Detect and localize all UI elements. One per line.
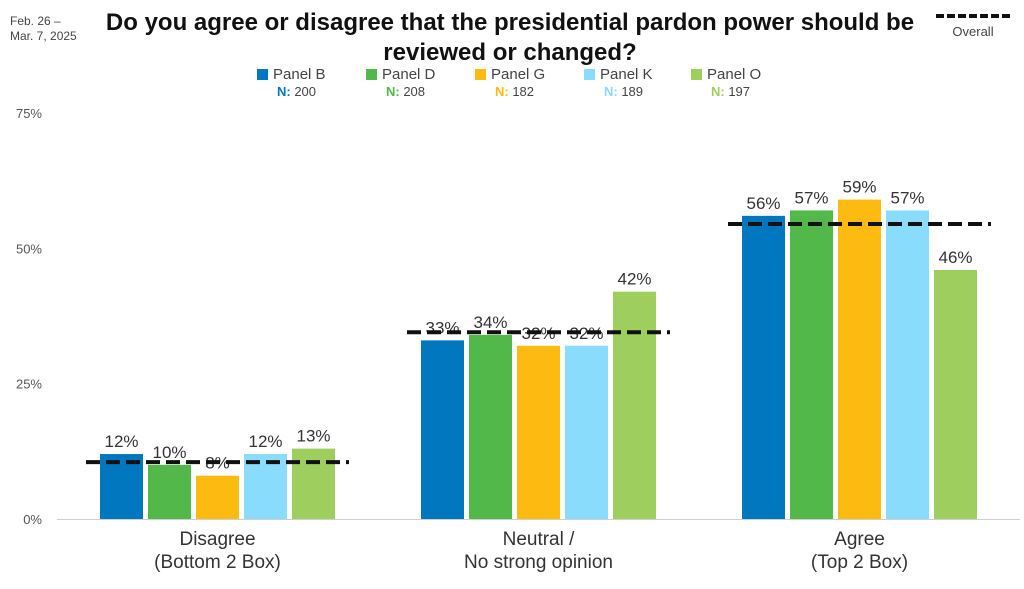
legend-sample-size: N: 208 xyxy=(386,84,425,99)
bar xyxy=(196,475,239,519)
legend-swatch xyxy=(366,69,377,80)
data-label: 12% xyxy=(248,432,282,451)
chart-title: Do you agree or disagree that the presid… xyxy=(105,9,915,66)
legend-n-label: N: xyxy=(604,84,618,99)
y-tick-label: 25% xyxy=(16,377,42,392)
category-label: Agree (Top 2 Box) xyxy=(810,529,909,573)
category-label: Disagree (Bottom 2 Box) xyxy=(154,529,281,573)
data-label: 57% xyxy=(890,188,924,207)
legend-n-label: N: xyxy=(711,84,725,99)
legend-n-value: 200 xyxy=(290,84,317,99)
data-label: 56% xyxy=(746,194,780,213)
legend-n-value: 208 xyxy=(399,84,426,99)
data-label: 32% xyxy=(569,324,603,343)
data-label: 13% xyxy=(296,427,330,446)
legend-n-label: N: xyxy=(495,84,509,99)
bar xyxy=(790,210,833,519)
bar xyxy=(244,454,287,519)
legend-sample-size: N: 200 xyxy=(277,84,316,99)
bar xyxy=(742,215,785,519)
bar xyxy=(100,454,143,519)
legend-series-name: Panel K xyxy=(600,66,653,83)
legend-series-name: Panel G xyxy=(491,66,546,83)
data-label: 34% xyxy=(473,313,507,332)
bar xyxy=(886,210,929,519)
legend-n-value: 197 xyxy=(724,84,751,99)
overall-legend: Overall xyxy=(928,8,1018,39)
bar xyxy=(469,334,512,519)
legend-series-name: Panel B xyxy=(273,66,326,83)
legend-sample-size: N: 197 xyxy=(711,84,750,99)
bar xyxy=(148,464,191,519)
legend-sample-size: N: 189 xyxy=(604,84,643,99)
bar xyxy=(934,269,977,519)
y-tick-label: 75% xyxy=(16,106,42,121)
legend-n-value: 182 xyxy=(508,84,535,99)
y-tick-label: 50% xyxy=(16,241,42,256)
category-label: Neutral / No strong opinion xyxy=(464,529,613,573)
bar xyxy=(565,345,608,519)
data-label: 12% xyxy=(104,432,138,451)
legend-swatch xyxy=(475,69,486,80)
overall-dash-swatch xyxy=(936,14,1010,18)
y-tick-label: 0% xyxy=(23,512,42,527)
bar xyxy=(292,448,335,519)
data-label: 57% xyxy=(794,188,828,207)
bar xyxy=(421,340,464,519)
date-range: Feb. 26 – Mar. 7, 2025 xyxy=(10,14,77,43)
legend-swatch xyxy=(691,69,702,80)
data-label: 10% xyxy=(152,443,186,462)
bar xyxy=(838,199,881,519)
legend-n-label: N: xyxy=(386,84,400,99)
legend-swatch xyxy=(584,69,595,80)
data-label: 46% xyxy=(938,248,972,267)
legend-n-value: 189 xyxy=(617,84,644,99)
data-label: 33% xyxy=(425,318,459,337)
legend-series-name: Panel D xyxy=(382,66,436,83)
legend-series-name: Panel O xyxy=(707,66,762,83)
legend-sample-size: N: 182 xyxy=(495,84,534,99)
bar xyxy=(517,345,560,519)
overall-legend-label: Overall xyxy=(952,24,994,39)
data-label: 42% xyxy=(617,270,651,289)
legend-n-label: N: xyxy=(277,84,291,99)
data-label: 59% xyxy=(842,178,876,197)
legend-swatch xyxy=(257,69,268,80)
bar xyxy=(613,291,656,519)
